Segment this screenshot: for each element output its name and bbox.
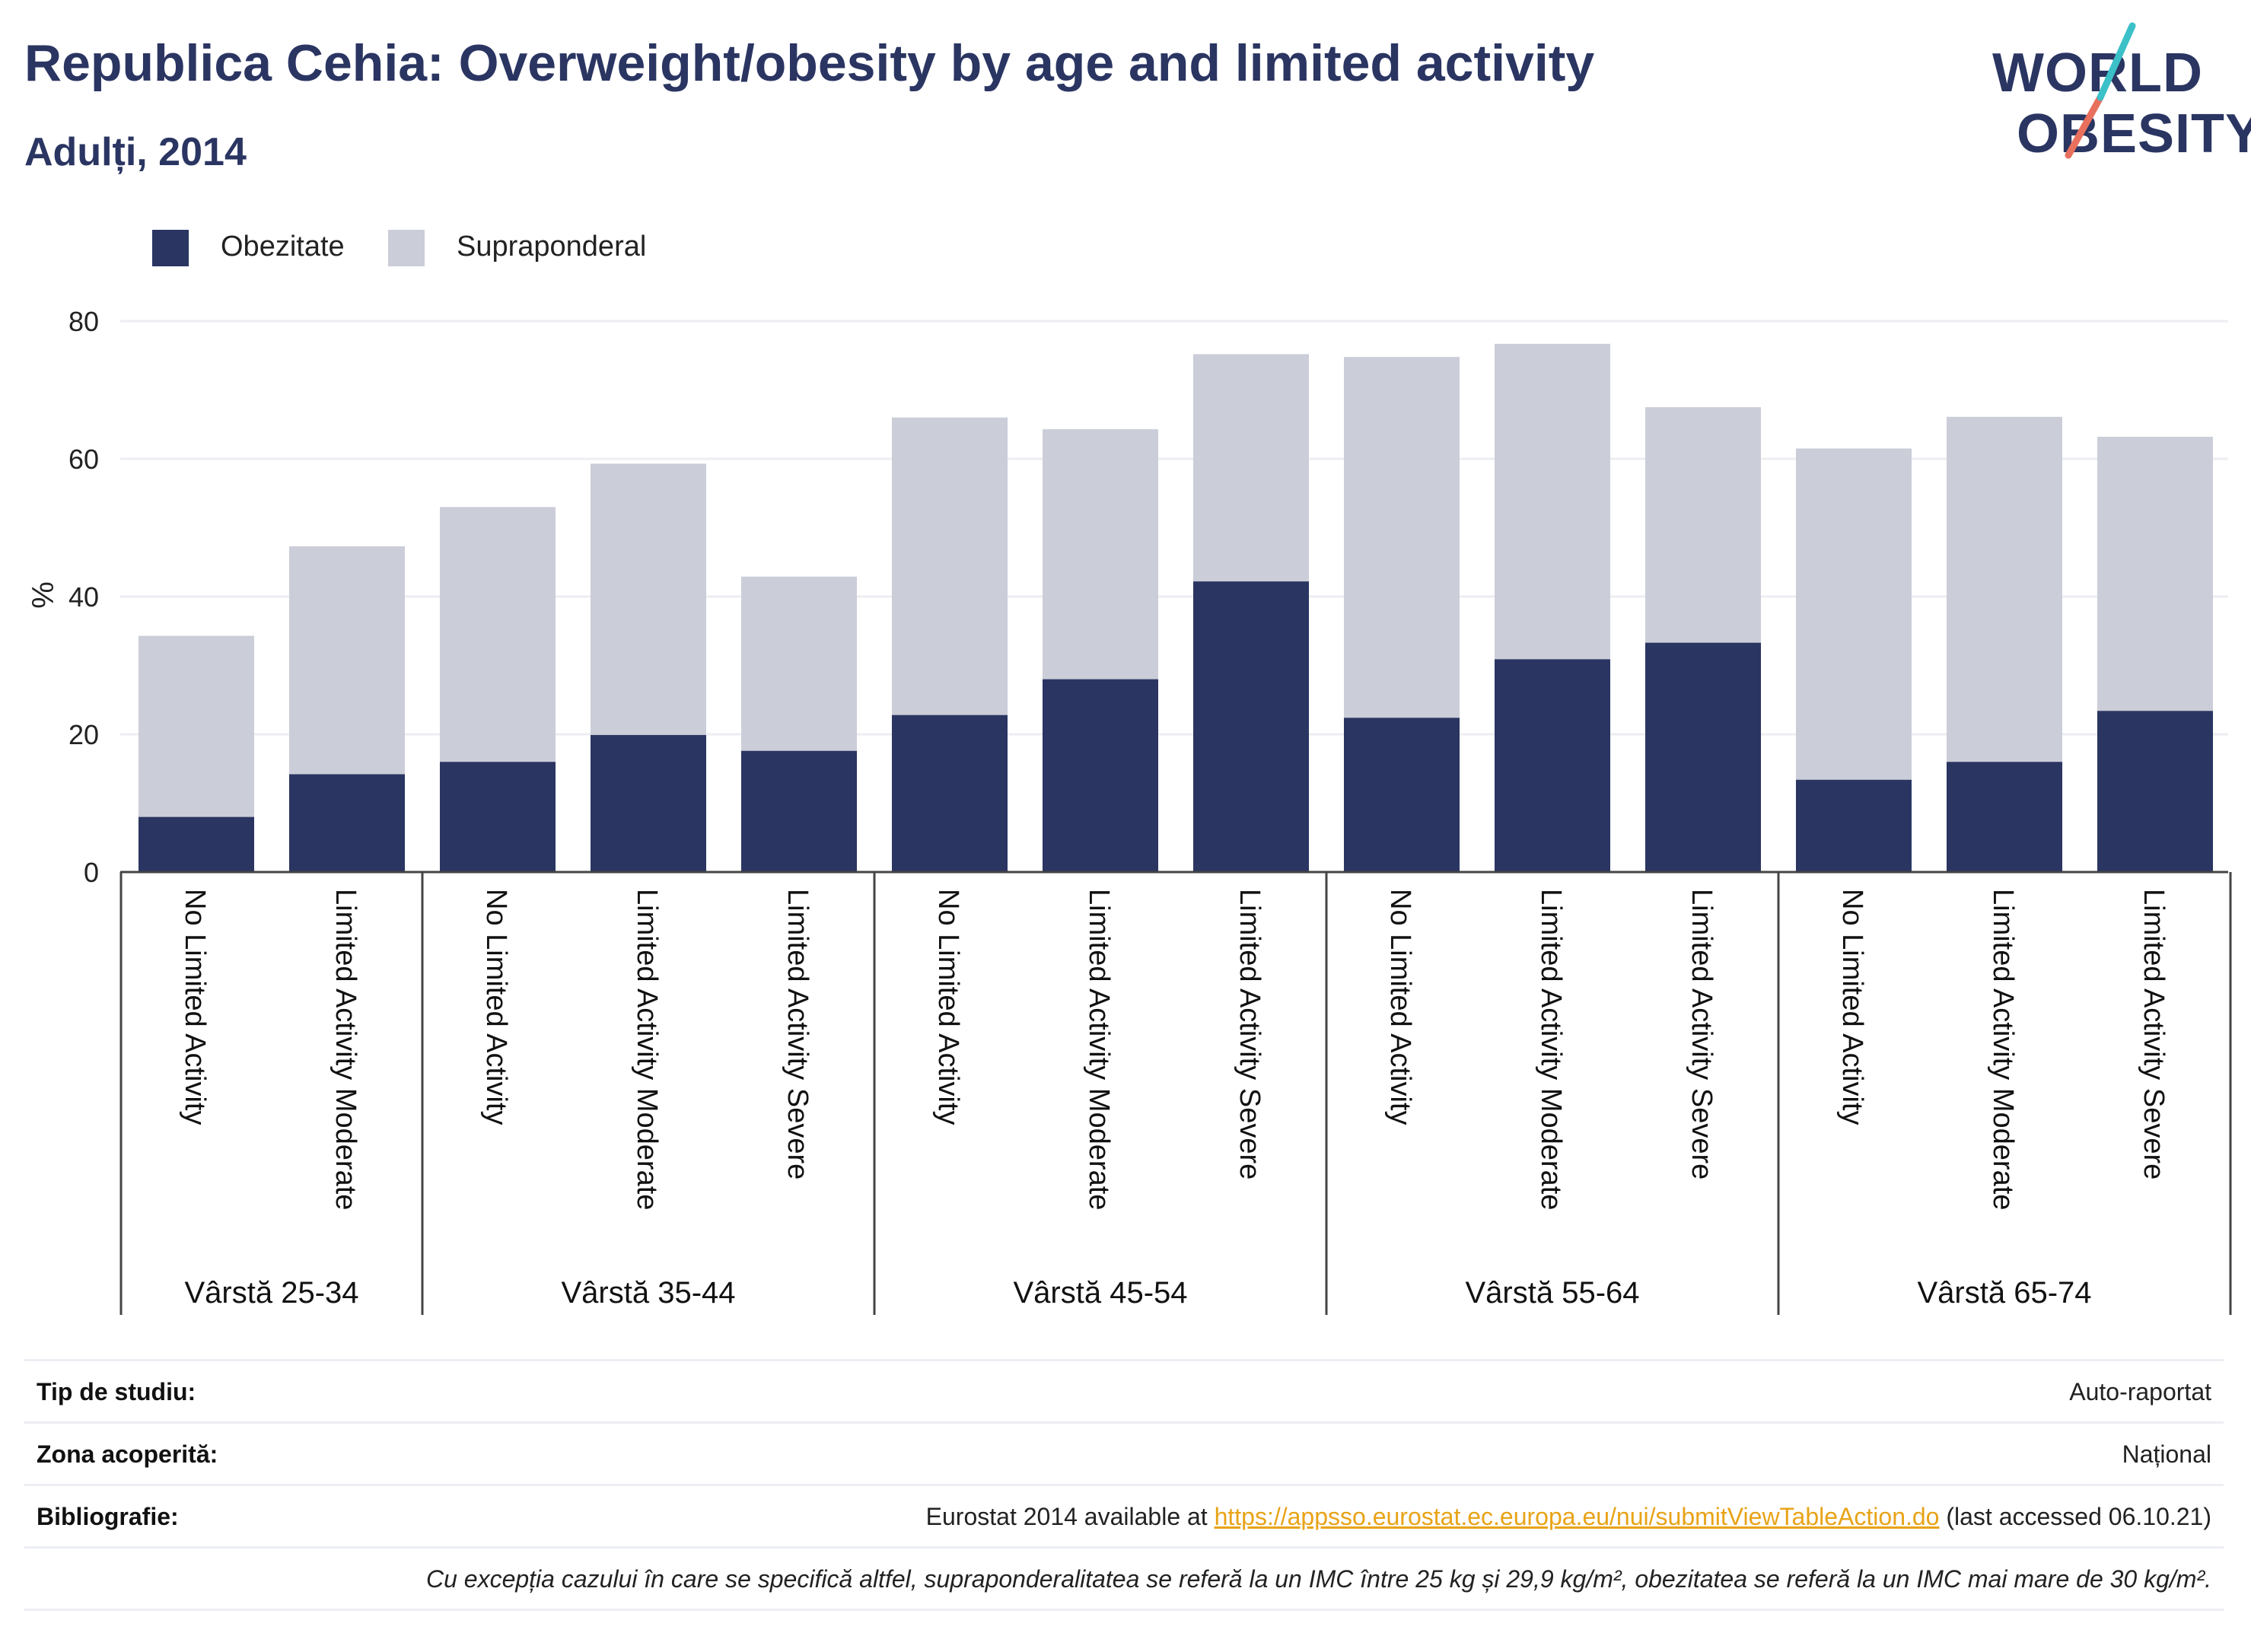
age-group-label: Vârstă 65-74 [1917,1276,2091,1310]
legend-swatch-overweight [388,230,425,266]
chart-title: Republica Cehia: Overweight/obesity by a… [24,34,1595,92]
bar-obesity [2097,711,2213,872]
age-group-label: Vârstă 25-34 [184,1276,358,1310]
logo-line-2: OBESITY [2017,103,2251,164]
bar-overweight [1193,354,1309,582]
age-group-label: Vârstă 55-64 [1465,1276,1639,1310]
bibliography-suffix: (last accessed 06.10.21) [1939,1503,2211,1530]
y-tick-label: 80 [68,306,99,337]
x-category-label: Limited Activity Moderate [1083,889,1115,1210]
world-obesity-logo: WORLD OBESITY [1986,21,2251,166]
bar-overweight [1344,357,1460,718]
info-row-bibliography: Bibliografie: Eurostat 2014 available at… [24,1484,2224,1547]
bar-obesity [892,715,1008,872]
x-category-label: No Limited Activity [1836,889,1868,1125]
x-category-label: Limited Activity Moderate [330,889,361,1210]
x-category-label: Limited Activity Severe [782,889,813,1179]
bar-overweight [892,417,1008,715]
age-group-label: Vârstă 45-54 [1013,1276,1187,1310]
bar-overweight [741,576,857,751]
logo-line-1: WORLD [1992,43,2203,103]
y-axis-label: % [27,581,60,609]
study-type-label: Tip de studiu: [37,1378,196,1405]
bibliography-value: Eurostat 2014 available at https://appss… [926,1503,2211,1531]
info-row-coverage: Zona acoperită: Național [24,1421,2224,1485]
bar-obesity [1796,779,1912,872]
bar-overweight [2097,437,2213,711]
bar-obesity [1344,718,1460,872]
bar-obesity [1947,762,2062,872]
bar-obesity [138,816,254,872]
chart-subtitle: Adulți, 2014 [24,130,247,174]
x-category-label: Limited Activity Moderate [1535,889,1567,1210]
bar-obesity [1043,679,1158,872]
bar-overweight [1947,416,2062,762]
bibliography-prefix: Eurostat 2014 available at [925,1503,1215,1530]
coverage-value: Național [2122,1440,2211,1468]
bar-overweight [591,463,706,735]
stacked-bar-chart: 0 20 40 60 80% No Limited Activity Limited Act… [27,306,2232,1315]
info-row-note: Cu excepția cazului în care se specifică… [24,1546,2224,1609]
bar-overweight [1043,429,1158,680]
x-category-label: No Limited Activity [480,889,512,1125]
bar-overweight [1796,448,1912,780]
bar-overweight [440,507,556,762]
bar-overweight [138,635,254,817]
legend-label-overweight: Supraponderal [457,231,647,263]
x-category-label: No Limited Activity [179,889,211,1125]
legend-label-obesity: Obezitate [221,231,345,263]
x-category-label: No Limited Activity [1384,889,1416,1125]
y-tick-label: 60 [68,444,99,475]
y-tick-label: 0 [84,857,99,888]
bar-overweight [289,546,405,775]
legend-swatch-obesity [152,230,189,266]
coverage-label: Zona acoperită: [37,1440,218,1468]
logo-slash-icon [2065,22,2136,159]
info-row-study-type: Tip de studiu: Auto-raportat [24,1359,2224,1422]
x-category-label: Limited Activity Severe [1234,889,1266,1179]
age-group-label: Vârstă 35-44 [561,1276,735,1310]
x-category-label: Limited Activity Severe [2138,889,2170,1179]
x-category-label: No Limited Activity [932,889,964,1125]
bar-overweight [1645,407,1761,643]
y-tick-label: 20 [68,719,99,750]
x-category-label: Limited Activity Moderate [1987,889,2019,1210]
x-category-label: Limited Activity Moderate [631,889,663,1210]
info-table-bottom-rule [24,1609,2224,1611]
bar-obesity [1495,659,1610,872]
bibliography-link[interactable]: https://appsso.eurostat.ec.europa.eu/nui… [1214,1503,1940,1530]
bar-obesity [591,734,706,872]
bar-obesity [289,774,405,872]
bar-obesity [440,762,556,872]
definition-note: Cu excepția cazului în care se specifică… [425,1565,2211,1593]
bar-overweight [1495,343,1610,660]
bar-obesity [1645,642,1761,872]
x-category-label: Limited Activity Severe [1686,889,1718,1179]
bar-obesity [1193,581,1309,872]
study-type-value: Auto-raportat [2069,1378,2211,1405]
y-tick-label: 40 [68,581,99,613]
bibliography-label: Bibliografie: [37,1503,179,1530]
bar-obesity [741,750,857,872]
